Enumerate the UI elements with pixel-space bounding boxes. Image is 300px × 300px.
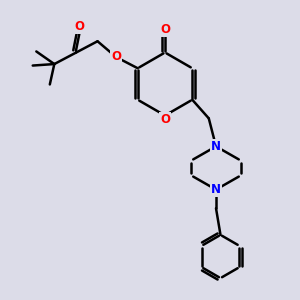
Text: O: O — [74, 20, 85, 33]
Text: O: O — [160, 22, 170, 36]
Text: N: N — [211, 140, 221, 153]
Text: O: O — [160, 112, 170, 126]
Text: N: N — [211, 183, 221, 196]
Text: O: O — [111, 50, 121, 63]
